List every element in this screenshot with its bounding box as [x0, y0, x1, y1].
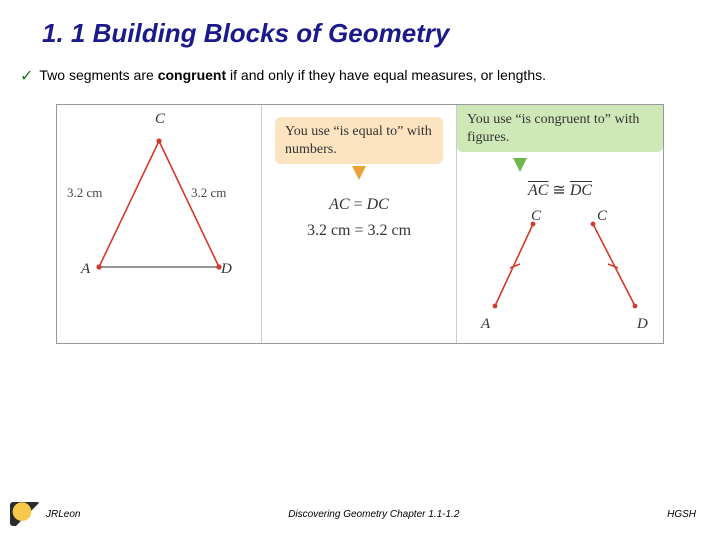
arrow-down-green-icon — [513, 158, 527, 172]
seg-a-label: A — [481, 316, 490, 333]
left-side-length: 3.2 cm — [67, 185, 102, 201]
panel-equal: You use “is equal to” with numbers. AC =… — [262, 105, 457, 343]
footer-center: Discovering Geometry Chapter 1.1-1.2 — [80, 509, 667, 520]
right-inner: AC ≅ DC C C A D — [457, 152, 663, 343]
eq-line1: AC = DC — [307, 192, 411, 218]
arrow-down-orange-icon — [352, 166, 366, 180]
footer: JRLeon Discovering Geometry Chapter 1.1-… — [0, 502, 720, 526]
vertex-d-label: D — [221, 261, 232, 278]
logo-icon — [10, 502, 40, 526]
check-icon: ✓ — [20, 67, 33, 86]
footer-right: HGSH — [667, 509, 696, 520]
bullet-strong: congruent — [158, 67, 226, 83]
seg-d-label: D — [637, 316, 648, 333]
vertex-a-label: A — [81, 261, 90, 278]
callout-equal: You use “is equal to” with numbers. — [275, 117, 443, 164]
bullet-post: if and only if they have equal measures,… — [226, 67, 546, 83]
panel-congruent: You use “is congruent to” with figures. … — [457, 105, 663, 343]
eq-dc: DC — [367, 196, 389, 213]
author-label: JRLeon — [46, 509, 80, 520]
seg-c-right-label: C — [597, 208, 607, 225]
equation-block: AC = DC 3.2 cm = 3.2 cm — [307, 192, 411, 243]
page-title: 1. 1 Building Blocks of Geometry — [0, 0, 720, 49]
eq-line2: 3.2 cm = 3.2 cm — [307, 218, 411, 244]
diagram-container: C A D 3.2 cm 3.2 cm You use “is equal to… — [56, 104, 664, 344]
congruence-equation: AC ≅ DC — [465, 180, 655, 200]
eq-ac: AC — [329, 196, 349, 213]
vertex-c-label: C — [155, 111, 165, 128]
eq-congr-op: ≅ — [548, 182, 569, 199]
seg-c-left-label: C — [531, 208, 541, 225]
panel-triangle: C A D 3.2 cm 3.2 cm — [57, 105, 262, 343]
eq-dc-bar: DC — [570, 182, 592, 199]
bullet-row: ✓ Two segments are congruent if and only… — [0, 49, 720, 86]
callout-congruent: You use “is congruent to” with figures. — [457, 105, 663, 152]
segments-figure — [465, 206, 655, 324]
bullet-text: Two segments are congruent if and only i… — [39, 67, 546, 83]
bullet-pre: Two segments are — [39, 67, 157, 83]
footer-left: JRLeon — [10, 502, 80, 526]
eq-op1: = — [350, 196, 367, 213]
eq-ac-bar: AC — [528, 182, 548, 199]
right-side-length: 3.2 cm — [191, 185, 226, 201]
